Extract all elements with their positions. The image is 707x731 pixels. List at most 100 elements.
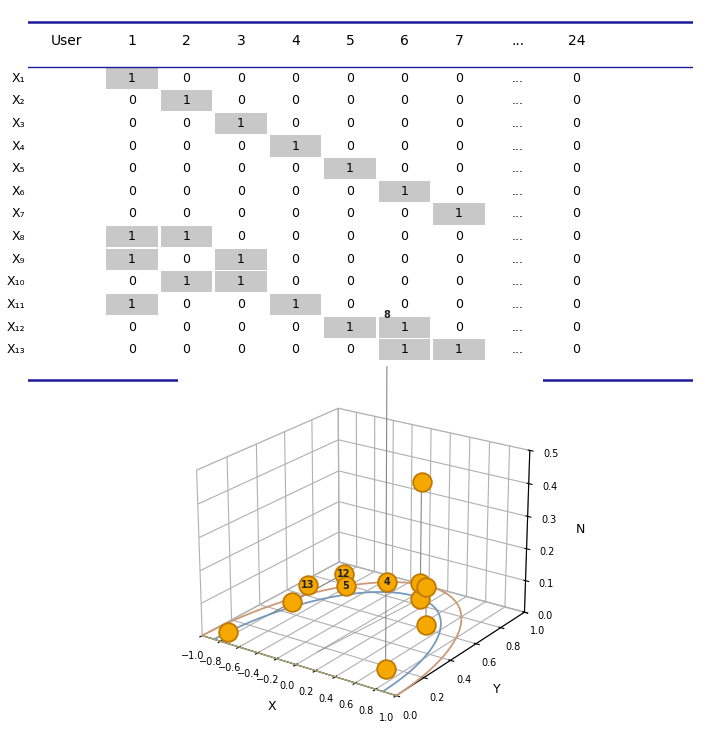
Text: 0: 0 xyxy=(400,276,409,288)
Text: 0: 0 xyxy=(182,253,190,265)
Text: 0: 0 xyxy=(291,94,300,107)
Text: 3: 3 xyxy=(237,34,245,48)
Text: 1: 1 xyxy=(455,208,463,221)
Text: ...: ... xyxy=(512,94,524,107)
Text: 0: 0 xyxy=(455,72,463,85)
Text: 0: 0 xyxy=(182,185,190,198)
FancyBboxPatch shape xyxy=(106,67,158,88)
Text: 0: 0 xyxy=(128,140,136,153)
Text: 0: 0 xyxy=(237,344,245,356)
Text: ...: ... xyxy=(512,162,524,175)
Text: 0: 0 xyxy=(291,253,300,265)
Text: 0: 0 xyxy=(182,321,190,333)
Text: 0: 0 xyxy=(346,140,354,153)
Text: 0: 0 xyxy=(182,344,190,356)
Text: 0: 0 xyxy=(182,298,190,311)
Text: 0: 0 xyxy=(128,208,136,221)
Text: 0: 0 xyxy=(346,298,354,311)
Text: 1: 1 xyxy=(237,253,245,265)
Text: 1: 1 xyxy=(291,298,299,311)
Text: 0: 0 xyxy=(182,162,190,175)
Text: 0: 0 xyxy=(573,185,580,198)
FancyBboxPatch shape xyxy=(378,317,431,338)
Text: 0: 0 xyxy=(573,140,580,153)
Y-axis label: Y: Y xyxy=(493,683,501,696)
Text: 1: 1 xyxy=(182,94,190,107)
Text: 0: 0 xyxy=(455,117,463,130)
Text: X₅: X₅ xyxy=(11,162,25,175)
Text: ...: ... xyxy=(512,344,524,356)
Text: 0: 0 xyxy=(455,298,463,311)
Text: 1: 1 xyxy=(400,321,409,333)
FancyBboxPatch shape xyxy=(106,294,158,315)
Text: X₁: X₁ xyxy=(11,72,25,85)
Text: 0: 0 xyxy=(573,208,580,221)
Text: X₁₂: X₁₂ xyxy=(6,321,25,333)
FancyBboxPatch shape xyxy=(106,249,158,270)
Text: 0: 0 xyxy=(128,94,136,107)
Text: 0: 0 xyxy=(182,117,190,130)
Text: 0: 0 xyxy=(400,208,409,221)
Text: 0: 0 xyxy=(291,208,300,221)
Text: 1: 1 xyxy=(128,253,136,265)
Text: 0: 0 xyxy=(400,72,409,85)
Text: 6: 6 xyxy=(400,34,409,48)
Text: 1: 1 xyxy=(182,230,190,243)
Text: 0: 0 xyxy=(346,253,354,265)
Text: 0: 0 xyxy=(346,276,354,288)
Text: ...: ... xyxy=(512,72,524,85)
Text: 0: 0 xyxy=(400,162,409,175)
FancyBboxPatch shape xyxy=(160,90,212,111)
Text: 0: 0 xyxy=(455,276,463,288)
FancyBboxPatch shape xyxy=(215,249,267,270)
FancyBboxPatch shape xyxy=(433,203,485,224)
Text: 0: 0 xyxy=(128,321,136,333)
Text: 0: 0 xyxy=(291,162,300,175)
Text: 1: 1 xyxy=(237,276,245,288)
FancyBboxPatch shape xyxy=(378,181,431,202)
Text: 0: 0 xyxy=(573,117,580,130)
Text: ...: ... xyxy=(512,117,524,130)
Text: 0: 0 xyxy=(291,117,300,130)
Text: 0: 0 xyxy=(573,344,580,356)
FancyBboxPatch shape xyxy=(324,158,376,179)
Text: ...: ... xyxy=(512,230,524,243)
Text: 0: 0 xyxy=(237,185,245,198)
Text: 0: 0 xyxy=(455,94,463,107)
Text: 0: 0 xyxy=(291,276,300,288)
Text: X₉: X₉ xyxy=(11,253,25,265)
Text: X₁₃: X₁₃ xyxy=(6,344,25,356)
Text: 0: 0 xyxy=(455,321,463,333)
Text: User: User xyxy=(51,34,82,48)
FancyBboxPatch shape xyxy=(378,339,431,360)
Text: 0: 0 xyxy=(400,140,409,153)
Text: 0: 0 xyxy=(400,117,409,130)
Text: ...: ... xyxy=(512,208,524,221)
Text: X₁₁: X₁₁ xyxy=(6,298,25,311)
FancyBboxPatch shape xyxy=(269,135,322,156)
Text: 0: 0 xyxy=(346,344,354,356)
Text: 7: 7 xyxy=(455,34,463,48)
Text: 0: 0 xyxy=(346,72,354,85)
Text: 1: 1 xyxy=(128,72,136,85)
Text: 0: 0 xyxy=(182,72,190,85)
Text: 0: 0 xyxy=(400,94,409,107)
Text: 0: 0 xyxy=(237,162,245,175)
FancyBboxPatch shape xyxy=(215,113,267,134)
Text: 0: 0 xyxy=(237,72,245,85)
Text: 0: 0 xyxy=(455,253,463,265)
Text: X₆: X₆ xyxy=(11,185,25,198)
Text: ...: ... xyxy=(512,298,524,311)
Text: 1: 1 xyxy=(237,117,245,130)
Text: ...: ... xyxy=(512,140,524,153)
Text: 0: 0 xyxy=(291,344,300,356)
Text: ...: ... xyxy=(511,34,525,48)
Text: 1: 1 xyxy=(346,321,354,333)
Text: ...: ... xyxy=(512,321,524,333)
FancyBboxPatch shape xyxy=(269,294,322,315)
Text: 0: 0 xyxy=(455,162,463,175)
Text: 0: 0 xyxy=(291,321,300,333)
Text: 1: 1 xyxy=(182,276,190,288)
Text: 24: 24 xyxy=(568,34,585,48)
Text: 0: 0 xyxy=(291,230,300,243)
